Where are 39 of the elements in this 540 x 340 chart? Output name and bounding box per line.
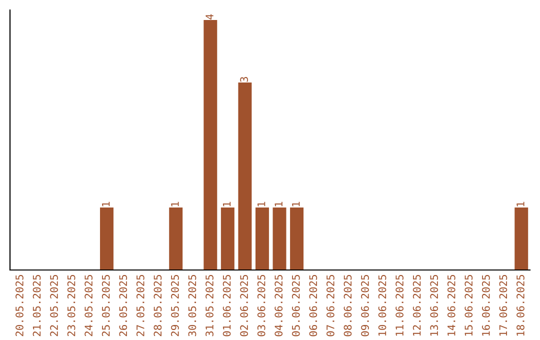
x-tick-label: 08.06.2025 xyxy=(344,275,352,336)
x-tick-label: 04.06.2025 xyxy=(274,275,283,336)
data-label: 1 xyxy=(258,202,266,206)
x-tick-label: 17.06.2025 xyxy=(499,275,508,336)
x-tick-label: 31.05.2025 xyxy=(206,275,214,336)
data-label: 3 xyxy=(240,77,248,82)
x-tick-label: 01.06.2025 xyxy=(222,275,231,336)
data-label: 1 xyxy=(171,202,179,206)
x-tick-label: 22.05.2025 xyxy=(50,275,58,336)
x-tick-label: 10.06.2025 xyxy=(378,275,386,336)
data-label: 4 xyxy=(206,14,214,20)
x-tick-label: 24.05.2025 xyxy=(84,275,93,336)
x-tick-label: 16.06.2025 xyxy=(482,275,490,336)
x-tick-label: 05.06.2025 xyxy=(292,275,300,336)
x-tick-label: 09.06.2025 xyxy=(361,275,369,336)
x-tick-label: 28.05.2025 xyxy=(154,275,162,336)
x-tick-label: 14.06.2025 xyxy=(447,275,456,336)
data-label: 1 xyxy=(292,202,300,206)
x-tick-label: 20.05.2025 xyxy=(16,275,24,336)
x-tick-label: 15.06.2025 xyxy=(464,275,473,336)
data-label: 1 xyxy=(274,202,282,206)
data-label: 1 xyxy=(102,202,110,206)
x-tick-label: 13.06.2025 xyxy=(430,275,438,336)
x-tick-label: 18.06.2025 xyxy=(516,275,524,336)
x-tick-label: 06.06.2025 xyxy=(309,275,318,336)
x-tick-label: 02.06.2025 xyxy=(240,275,248,336)
x-tick-label: 23.05.2025 xyxy=(67,275,76,336)
x-tick-label: 11.06.2025 xyxy=(396,275,404,336)
x-tick-label: 30.05.2025 xyxy=(188,275,196,336)
x-tick-label: 25.05.2025 xyxy=(102,275,110,336)
x-tick-label: 07.06.2025 xyxy=(326,275,334,336)
x-tick-label: 12.06.2025 xyxy=(412,275,421,336)
data-label: 1 xyxy=(516,202,524,206)
data-label: 1 xyxy=(222,202,231,206)
x-tick-label: 29.05.2025 xyxy=(171,275,179,336)
x-tick-label: 03.06.2025 xyxy=(257,275,266,336)
x-tick-label: 26.05.2025 xyxy=(119,275,128,336)
x-tick-label: 27.05.2025 xyxy=(136,275,144,336)
x-tick-label: 21.05.2025 xyxy=(32,275,41,336)
